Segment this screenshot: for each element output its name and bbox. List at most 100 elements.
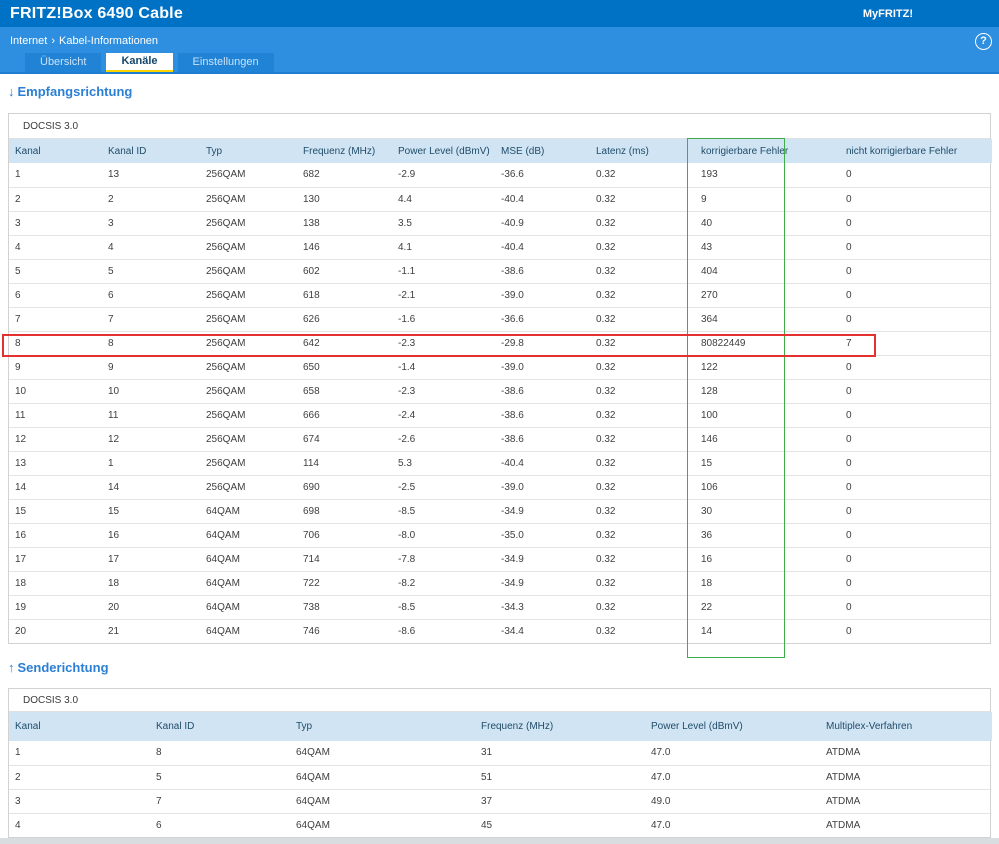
table-cell: 43	[695, 235, 840, 259]
downstream-table-subtitle: DOCSIS 3.0	[9, 114, 990, 139]
table-cell: 49.0	[645, 789, 820, 813]
table-cell: 5	[9, 259, 102, 283]
table-cell: -1.6	[392, 307, 495, 331]
table-cell: 674	[297, 427, 392, 451]
table-cell: 256QAM	[200, 331, 297, 355]
table-cell: 0.32	[590, 355, 695, 379]
table-row: 99256QAM650-1.4-39.00.321220	[9, 355, 992, 379]
table-row: 171764QAM714-7.8-34.90.32160	[9, 547, 992, 571]
header-row: KanalKanal IDTypFrequenz (MHz)Power Leve…	[9, 139, 992, 163]
table-cell: 256QAM	[200, 451, 297, 475]
table-cell: 256QAM	[200, 379, 297, 403]
table-cell: -40.4	[495, 187, 590, 211]
table-cell: 0	[840, 451, 992, 475]
table-cell: 0.32	[590, 475, 695, 499]
table-cell: 602	[297, 259, 392, 283]
table-cell: 256QAM	[200, 355, 297, 379]
table-cell: 64QAM	[200, 523, 297, 547]
table-cell: -2.1	[392, 283, 495, 307]
tab-kan-le[interactable]: Kanäle	[106, 53, 172, 72]
table-cell: 706	[297, 523, 392, 547]
table-cell: 128	[695, 379, 840, 403]
table-cell: 1	[102, 451, 200, 475]
table-cell: 0.32	[590, 211, 695, 235]
table-cell: -2.3	[392, 379, 495, 403]
table-cell: 47.0	[645, 765, 820, 789]
table-row: 22256QAM1304.4-40.40.3290	[9, 187, 992, 211]
table-cell: 0	[840, 595, 992, 619]
table-cell: 146	[297, 235, 392, 259]
tab-einstellungen[interactable]: Einstellungen	[178, 53, 274, 72]
column-header: Kanal ID	[102, 139, 200, 163]
breadcrumb-section[interactable]: Internet	[10, 35, 47, 47]
myfritz-link[interactable]: MyFRITZ!	[863, 8, 913, 20]
table-cell: 698	[297, 499, 392, 523]
table-cell: 64QAM	[290, 741, 475, 765]
table-cell: 658	[297, 379, 392, 403]
table-cell: 64QAM	[200, 595, 297, 619]
table-cell: -34.3	[495, 595, 590, 619]
table-cell: 256QAM	[200, 211, 297, 235]
table-cell: 16	[695, 547, 840, 571]
table-row: 77256QAM626-1.6-36.60.323640	[9, 307, 992, 331]
table-cell: 6	[150, 813, 290, 837]
table-row: 88256QAM642-2.3-29.80.32808224497	[9, 331, 992, 355]
table-cell: 20	[102, 595, 200, 619]
table-cell: -8.2	[392, 571, 495, 595]
table-cell: -1.1	[392, 259, 495, 283]
table-row: 3764QAM3749.0ATDMA	[9, 789, 992, 813]
table-cell: -38.6	[495, 379, 590, 403]
tab--bersicht[interactable]: Übersicht	[25, 53, 101, 72]
table-cell: 10	[102, 379, 200, 403]
table-row: 113256QAM682-2.9-36.60.321930	[9, 163, 992, 187]
table-cell: 6	[102, 283, 200, 307]
column-header: Typ	[290, 712, 475, 741]
column-header: Kanal ID	[150, 712, 290, 741]
table-cell: 4	[102, 235, 200, 259]
table-cell: 0.32	[590, 283, 695, 307]
table-cell: 0	[840, 187, 992, 211]
table-cell: -40.9	[495, 211, 590, 235]
table-cell: 0.32	[590, 499, 695, 523]
table-cell: 64QAM	[200, 619, 297, 643]
table-row: 4664QAM4547.0ATDMA	[9, 813, 992, 837]
downstream-section-heading: ↓Empfangsrichtung	[8, 84, 132, 99]
table-cell: 0.32	[590, 451, 695, 475]
table-cell: 0.32	[590, 259, 695, 283]
table-cell: 11	[9, 403, 102, 427]
table-cell: 8	[9, 331, 102, 355]
table-cell: -2.4	[392, 403, 495, 427]
footer-strip	[0, 838, 999, 844]
table-cell: 0	[840, 235, 992, 259]
table-cell: 722	[297, 571, 392, 595]
upstream-table-subtitle: DOCSIS 3.0	[9, 689, 990, 712]
table-cell: 1	[9, 741, 150, 765]
table-cell: 256QAM	[200, 259, 297, 283]
help-icon[interactable]: ?	[975, 33, 992, 50]
table-row: 1111256QAM666-2.4-38.60.321000	[9, 403, 992, 427]
column-header: Power Level (dBmV)	[392, 139, 495, 163]
table-cell: 6	[9, 283, 102, 307]
table-row: 181864QAM722-8.2-34.90.32180	[9, 571, 992, 595]
table-cell: 9	[9, 355, 102, 379]
table-cell: 64QAM	[290, 765, 475, 789]
table-cell: 0	[840, 427, 992, 451]
table-row: 1010256QAM658-2.3-38.60.321280	[9, 379, 992, 403]
table-row: 1864QAM3147.0ATDMA	[9, 741, 992, 765]
table-cell: 746	[297, 619, 392, 643]
table-cell: -34.4	[495, 619, 590, 643]
table-cell: 146	[695, 427, 840, 451]
table-cell: 12	[9, 427, 102, 451]
table-cell: 7	[102, 307, 200, 331]
table-cell: -38.6	[495, 403, 590, 427]
table-cell: 0	[840, 619, 992, 643]
table-cell: 738	[297, 595, 392, 619]
table-cell: 64QAM	[290, 789, 475, 813]
table-cell: 14	[695, 619, 840, 643]
table-cell: 18	[9, 571, 102, 595]
table-cell: -38.6	[495, 259, 590, 283]
table-cell: 10	[9, 379, 102, 403]
table-cell: -1.4	[392, 355, 495, 379]
table-cell: 714	[297, 547, 392, 571]
table-cell: 51	[475, 765, 645, 789]
